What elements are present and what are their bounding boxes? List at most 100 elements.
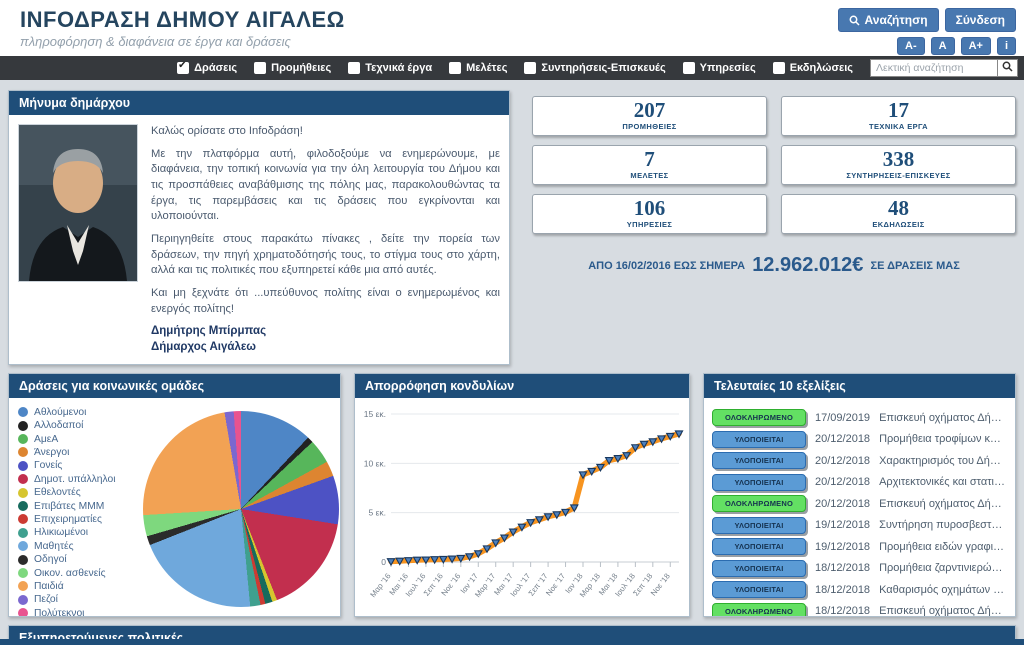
status-badge[interactable]: ΥΛΟΠΟΙΕΙΤΑΙ <box>712 452 806 470</box>
filter-item[interactable]: Συντηρήσεις-Επισκευές <box>524 62 666 74</box>
legend-item[interactable]: Άνεργοι <box>18 447 115 458</box>
legend-item[interactable]: Πολύτεκνοι <box>18 608 115 617</box>
stat-box[interactable]: 338 ΣΥΝΤΗΡΗΣΕΙΣ-ΕΠΙΣΚΕΥΕΣ <box>781 145 1016 185</box>
pie-chart[interactable] <box>143 411 339 608</box>
legend-item[interactable]: Εθελοντές <box>18 487 115 498</box>
status-badge[interactable]: ΥΛΟΠΟΙΕΙΤΑΙ <box>712 581 806 599</box>
legend-item[interactable]: Αλλοδαποί <box>18 420 115 431</box>
legend-color-dot <box>18 420 28 431</box>
login-button[interactable]: Σύνδεση <box>944 8 1016 32</box>
data-point-marker <box>447 555 457 564</box>
status-badge[interactable]: ΥΛΟΠΟΙΕΙΤΑΙ <box>712 516 806 534</box>
filter-label: Συντηρήσεις-Επισκευές <box>541 62 666 74</box>
legend-item[interactable]: Πεζοί <box>18 594 115 605</box>
legend-item[interactable]: Οδηγοί <box>18 554 115 565</box>
news-date: 18/12/2018 <box>815 605 871 618</box>
news-row[interactable]: ΟΛΟΚΛΗΡΩΜΕΝΟ 17/09/2019 Επισκευή οχήματο… <box>712 409 1007 427</box>
legend-item[interactable]: Επιχειρηματίες <box>18 514 115 525</box>
panel-title: Μήνυμα δημάρχου <box>9 91 509 115</box>
x-axis-tick: Νοε '18 <box>649 572 672 598</box>
filter-item[interactable]: Υπηρεσίες <box>682 62 756 74</box>
filter-checkbox[interactable] <box>254 62 267 74</box>
data-point-marker <box>569 504 579 513</box>
filter-item[interactable]: Εκδηλώσεις <box>772 62 853 74</box>
panel-title: Τελευταίες 10 εξελίξεις <box>704 374 1015 399</box>
stat-box[interactable]: 7 ΜΕΛΕΤΕΣ <box>532 145 767 185</box>
status-badge[interactable]: ΥΛΟΠΟΙΕΙΤΑΙ <box>712 430 806 448</box>
font-decrease-button[interactable]: A- <box>897 37 925 55</box>
legend-item[interactable]: Αθλούμενοι <box>18 407 115 418</box>
filter-checkbox[interactable] <box>449 62 462 74</box>
stat-box[interactable]: 48 ΕΚΔΗΛΩΣΕΙΣ <box>781 194 1016 234</box>
filter-label: Υπηρεσίες <box>699 62 756 74</box>
stat-value: 106 <box>633 196 666 220</box>
filter-item[interactable]: Μελέτες <box>449 62 507 74</box>
legend-label: Αθλούμενοι <box>34 406 87 418</box>
stat-label: ΠΡΟΜΗΘΕΙΕΣ <box>622 122 677 131</box>
news-row[interactable]: ΥΛΟΠΟΙΕΙΤΑΙ 18/12/2018 Καθαρισμός οχημάτ… <box>712 581 1007 599</box>
news-row[interactable]: ΥΛΟΠΟΙΕΙΤΑΙ 18/12/2018 Προμήθεια ζαρντιν… <box>712 559 1007 577</box>
info-button[interactable]: i <box>996 37 1016 55</box>
filter-item[interactable]: Τεχνικά έργα <box>348 62 432 74</box>
status-badge[interactable]: ΟΛΟΚΛΗΡΩΜΕΝΟ <box>712 409 806 427</box>
stat-box[interactable]: 207 ΠΡΟΜΗΘΕΙΕΣ <box>532 96 767 136</box>
search-submit-button[interactable] <box>998 59 1018 77</box>
legend-item[interactable]: Γονείς <box>18 460 115 471</box>
panel-title: Απορρόφηση κονδυλίων <box>355 374 689 399</box>
legend-item[interactable]: Δημοτ. υπάλληλοι <box>18 474 115 485</box>
search-button[interactable]: Αναζήτηση <box>837 8 939 32</box>
font-normal-button[interactable]: A <box>930 37 955 55</box>
filter-checkbox[interactable] <box>772 62 785 74</box>
news-row[interactable]: ΥΛΟΠΟΙΕΙΤΑΙ 20/12/2018 Αρχιτεκτονικές κα… <box>712 473 1007 491</box>
y-axis-tick: 5 εκ. <box>369 508 387 518</box>
header: ΙΝFΟΔΡΑΣΗ ΔΗΜΟΥ ΑΙΓΑΛΕΩ πληροφόρηση & δι… <box>0 0 1024 56</box>
legend-label: ΑμεΑ <box>34 433 59 445</box>
mayor-role: Δήμαρχος Αιγάλεω <box>151 340 257 353</box>
panel-title: Δράσεις για κοινωνικές ομάδες <box>9 374 340 399</box>
legend-item[interactable]: ΑμεΑ <box>18 434 115 445</box>
legend-item[interactable]: Μαθητές <box>18 541 115 552</box>
news-date: 19/12/2018 <box>815 540 871 553</box>
filter-checkbox[interactable] <box>682 62 695 74</box>
filter-checkbox[interactable] <box>524 62 537 74</box>
x-axis-tick: Νοε '16 <box>439 572 462 598</box>
social-groups-panel: Δράσεις για κοινωνικές ομάδες Αθλούμενοι… <box>8 373 341 618</box>
filter-item[interactable]: Προμήθειες <box>254 62 331 74</box>
y-axis-tick: 10 εκ. <box>364 459 386 469</box>
stat-box[interactable]: 17 ΤΕΧΝΙΚΑ ΕΡΓΑ <box>781 96 1016 136</box>
data-point-marker <box>412 557 422 566</box>
status-badge[interactable]: ΥΛΟΠΟΙΕΙΤΑΙ <box>712 473 806 491</box>
news-row[interactable]: ΥΛΟΠΟΙΕΙΤΑΙ 19/12/2018 Συντήρηση πυροσβε… <box>712 516 1007 534</box>
legend-item[interactable]: Οικον. ασθενείς <box>18 568 115 579</box>
news-row[interactable]: ΥΛΟΠΟΙΕΙΤΑΙ 20/12/2018 Προμήθεια τροφίμω… <box>712 430 1007 448</box>
mayor-photo <box>18 124 138 282</box>
search-input[interactable] <box>870 59 998 77</box>
news-date: 20/12/2018 <box>815 433 871 446</box>
legend-label: Παιδιά <box>34 580 64 592</box>
news-row[interactable]: ΥΛΟΠΟΙΕΙΤΑΙ 20/12/2018 Χαρακτηρισμός του… <box>712 452 1007 470</box>
legend-item[interactable]: Επιβάτες ΜΜΜ <box>18 501 115 512</box>
legend-item[interactable]: Ηλικιωμένοι <box>18 527 115 538</box>
legend-label: Οικον. ασθενείς <box>34 567 106 579</box>
filter-item[interactable]: Δράσεις <box>177 60 237 74</box>
legend-color-dot <box>18 581 28 592</box>
status-badge[interactable]: ΥΛΟΠΟΙΕΙΤΑΙ <box>712 559 806 577</box>
legend-item[interactable]: Παιδιά <box>18 581 115 592</box>
news-row[interactable]: ΥΛΟΠΟΙΕΙΤΑΙ 19/12/2018 Προμήθεια ειδών γ… <box>712 538 1007 556</box>
news-title: Συντήρηση πυροσβεστήρων σε κτίρια και οχ… <box>879 519 1007 532</box>
news-row[interactable]: ΟΛΟΚΛΗΡΩΜΕΝΟ 20/12/2018 Επισκευή οχήματο… <box>712 495 1007 513</box>
status-badge[interactable]: ΟΛΟΚΛΗΡΩΜΕΝΟ <box>712 602 806 617</box>
font-increase-button[interactable]: A+ <box>960 37 991 55</box>
filter-checkbox[interactable] <box>348 62 361 74</box>
news-row[interactable]: ΟΛΟΚΛΗΡΩΜΕΝΟ 18/12/2018 Επισκευή οχήματο… <box>712 602 1007 617</box>
filter-navbar: Δράσεις Προμήθειες Τεχνικά έργα Μελέτες … <box>0 56 1024 80</box>
filter-checkbox[interactable] <box>177 60 190 74</box>
status-badge[interactable]: ΟΛΟΚΛΗΡΩΜΕΝΟ <box>712 495 806 513</box>
status-badge[interactable]: ΥΛΟΠΟΙΕΙΤΑΙ <box>712 538 806 556</box>
stat-value: 7 <box>644 147 655 171</box>
filter-label: Μελέτες <box>466 62 508 74</box>
legend-color-dot <box>18 527 28 538</box>
stat-box[interactable]: 106 ΥΠΗΡΕΣΙΕΣ <box>532 194 767 234</box>
data-point-marker <box>613 455 623 464</box>
